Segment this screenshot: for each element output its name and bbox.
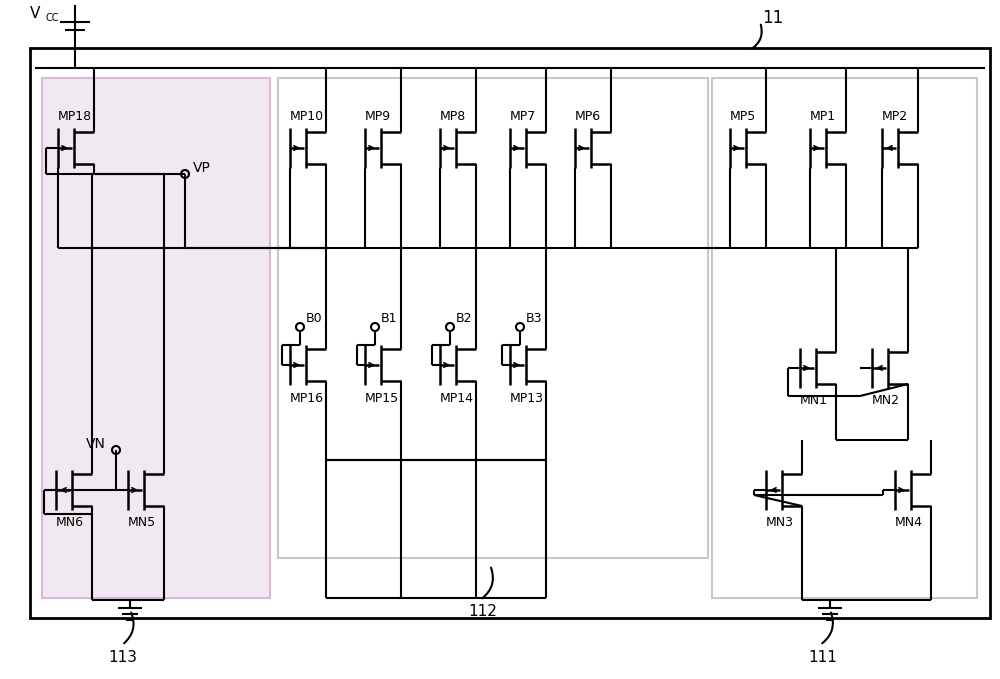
Text: B1: B1 [381,312,398,325]
Text: VP: VP [193,161,211,175]
Text: MP16: MP16 [290,392,324,405]
Text: CC: CC [45,13,58,23]
Text: MP14: MP14 [440,392,474,405]
Text: MP2: MP2 [882,109,908,122]
Text: V: V [30,7,40,22]
Text: MN1: MN1 [800,394,828,407]
Text: MN4: MN4 [895,515,923,528]
Text: 113: 113 [108,650,137,665]
Text: 11: 11 [762,9,783,27]
Text: MP6: MP6 [575,109,601,122]
Text: MN6: MN6 [56,515,84,528]
Text: VN: VN [86,437,106,451]
Bar [42,78,270,598]
Text: MP13: MP13 [510,392,544,405]
Text: MP18: MP18 [58,109,92,122]
Text: MN2: MN2 [872,394,900,407]
Text: MP1: MP1 [810,109,836,122]
Text: B3: B3 [526,312,542,325]
Bar [712,78,977,598]
Text: 111: 111 [808,650,837,665]
Text: MP8: MP8 [440,109,466,122]
Text: MP5: MP5 [730,109,756,122]
Text: B2: B2 [456,312,473,325]
Text: MP10: MP10 [290,109,324,122]
Text: MP15: MP15 [365,392,399,405]
Text: MP9: MP9 [365,109,391,122]
Text: MP7: MP7 [510,109,536,122]
Text: MN3: MN3 [766,515,794,528]
Bar [30,48,990,618]
Text: B0: B0 [306,312,323,325]
Text: MN5: MN5 [128,515,156,528]
Text: 112: 112 [468,604,497,619]
Bar [278,78,708,558]
